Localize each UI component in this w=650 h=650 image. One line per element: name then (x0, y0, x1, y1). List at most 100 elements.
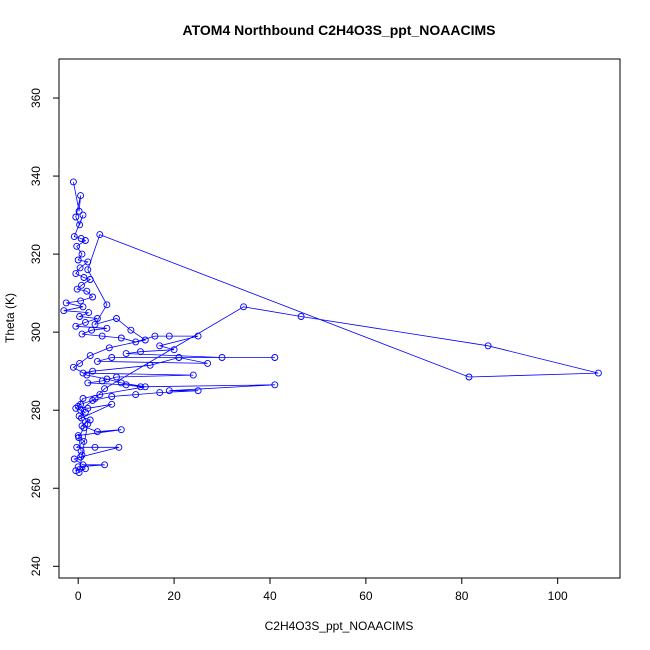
data-point (77, 447, 85, 455)
data-point (73, 285, 81, 293)
data-point (103, 324, 111, 332)
data-point (240, 303, 248, 311)
data-point (79, 303, 87, 311)
data-point (81, 237, 89, 244)
y-tick-label: 360 (29, 88, 43, 108)
data-point (77, 192, 85, 200)
data-point (75, 434, 83, 441)
data-point (80, 274, 88, 281)
data-point (93, 357, 101, 365)
data-point (77, 297, 85, 305)
data-point (76, 359, 84, 367)
data-point (84, 379, 92, 387)
y-tick-label: 300 (29, 322, 43, 342)
data-point (122, 381, 130, 389)
data-point (137, 383, 144, 391)
data-point (108, 354, 116, 361)
data-point (78, 414, 85, 422)
plot-frame (58, 58, 621, 579)
data-point (89, 293, 97, 301)
data-point (93, 315, 101, 322)
data-point (91, 443, 99, 451)
data-point (117, 426, 125, 434)
data-point (146, 361, 154, 369)
chart-title: ATOM4 Northbound C2H4O3S_ppt_NOAACIMS (183, 22, 496, 38)
data-point (83, 287, 91, 295)
data-point (141, 336, 149, 344)
y-tick-label: 340 (29, 166, 43, 186)
data-point (86, 416, 94, 424)
data-point (108, 400, 116, 408)
data-point (165, 332, 173, 340)
x-tick-label: 80 (455, 589, 469, 603)
data-point (78, 250, 86, 258)
data-point (72, 270, 80, 278)
x-tick-label: 100 (548, 589, 568, 603)
data-point (96, 391, 104, 399)
data-point (165, 387, 173, 395)
data-point (122, 350, 130, 358)
data-point (189, 371, 197, 379)
data-point (91, 320, 99, 328)
data-point (96, 231, 104, 239)
data-point (101, 385, 109, 393)
data-point (204, 359, 212, 367)
data-point (79, 211, 87, 219)
data-point (465, 373, 473, 381)
data-point (98, 332, 106, 340)
data-point (79, 395, 87, 402)
x-tick-label: 60 (359, 589, 373, 603)
data-point (113, 373, 120, 381)
y-axis-label: Theta (K) (3, 293, 17, 343)
data-point (170, 346, 178, 354)
data-point (72, 322, 80, 330)
data-point (79, 461, 87, 469)
y-tick-label: 260 (29, 478, 43, 498)
data-point (127, 326, 135, 334)
data-point (132, 338, 140, 346)
data-point (81, 465, 89, 473)
data-point (76, 313, 84, 320)
series-layer (60, 178, 602, 477)
data-point (297, 313, 305, 320)
data-point (85, 309, 93, 317)
data-point (77, 235, 85, 242)
data-point (117, 334, 125, 342)
data-point (60, 307, 68, 315)
y-tick-label: 280 (29, 400, 43, 420)
data-point (194, 332, 202, 340)
x-tick-label: 40 (263, 589, 277, 603)
data-point (151, 332, 159, 340)
y-tick-label: 240 (29, 556, 43, 576)
x-axis: 0 20 40 60 80 100 (75, 577, 568, 603)
data-point (194, 387, 202, 395)
data-point (80, 437, 88, 445)
data-point (69, 178, 77, 186)
data-point (141, 383, 149, 391)
data-point (156, 389, 164, 397)
data-point (72, 213, 80, 221)
data-point (271, 354, 279, 361)
data-point (484, 342, 492, 350)
data-point (83, 371, 91, 379)
data-point (73, 443, 81, 451)
y-axis: 240 260 280 300 320 340 360 (29, 88, 60, 576)
data-point (103, 301, 111, 309)
data-point (98, 377, 106, 385)
data-point (137, 348, 144, 356)
data-point (78, 330, 86, 338)
x-tick-label: 0 (75, 589, 82, 603)
y-tick-label: 320 (29, 244, 43, 264)
data-point (74, 256, 82, 264)
data-point (78, 451, 86, 459)
data-point (81, 318, 89, 326)
data-point (70, 455, 78, 463)
x-axis-label: C2H4O3S_ppt_NOAACIMS (265, 619, 414, 633)
data-point (105, 344, 113, 352)
data-point (72, 467, 80, 475)
data-point (86, 352, 94, 360)
data-point (78, 281, 85, 289)
data-point (117, 379, 125, 387)
data-point (76, 264, 84, 272)
